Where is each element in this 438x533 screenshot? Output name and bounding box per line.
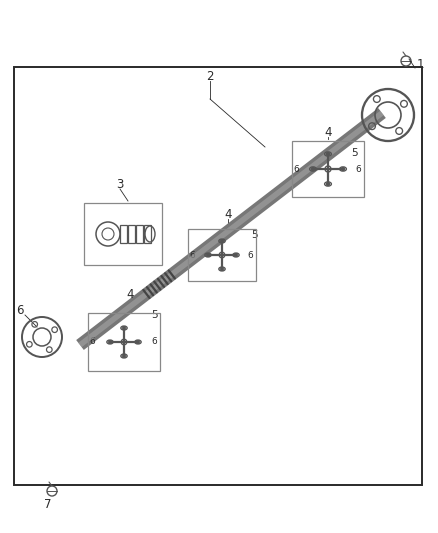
Circle shape bbox=[207, 254, 209, 256]
Circle shape bbox=[109, 341, 111, 343]
Text: 4: 4 bbox=[126, 288, 134, 302]
Bar bbox=[292, 141, 364, 197]
Text: 5: 5 bbox=[152, 310, 158, 320]
Circle shape bbox=[342, 168, 344, 171]
Text: 6: 6 bbox=[151, 337, 157, 346]
Text: 6: 6 bbox=[189, 251, 195, 260]
Text: 6: 6 bbox=[355, 165, 361, 174]
Text: 6: 6 bbox=[247, 251, 253, 260]
Text: 6: 6 bbox=[16, 304, 24, 318]
Text: 4: 4 bbox=[224, 208, 232, 222]
Text: 4: 4 bbox=[324, 126, 332, 140]
Circle shape bbox=[327, 152, 329, 155]
Text: 5: 5 bbox=[252, 230, 258, 240]
Bar bbox=[84, 203, 162, 265]
Circle shape bbox=[327, 183, 329, 185]
Bar bbox=[144, 225, 151, 243]
Text: 1: 1 bbox=[416, 59, 424, 71]
Circle shape bbox=[235, 254, 237, 256]
Bar bbox=[136, 225, 143, 243]
Bar bbox=[120, 225, 127, 243]
Circle shape bbox=[123, 355, 125, 357]
Text: 2: 2 bbox=[206, 70, 214, 84]
Bar bbox=[128, 225, 135, 243]
Text: 5: 5 bbox=[352, 148, 358, 158]
Bar bbox=[14, 67, 422, 485]
Text: 7: 7 bbox=[44, 498, 52, 512]
Circle shape bbox=[221, 268, 223, 270]
Text: 6: 6 bbox=[89, 337, 95, 346]
Text: 3: 3 bbox=[117, 179, 124, 191]
Text: 6: 6 bbox=[293, 165, 299, 174]
Bar bbox=[188, 229, 256, 281]
Bar bbox=[88, 313, 160, 371]
Circle shape bbox=[312, 168, 314, 171]
Circle shape bbox=[123, 327, 125, 329]
Circle shape bbox=[221, 240, 223, 243]
Circle shape bbox=[137, 341, 139, 343]
